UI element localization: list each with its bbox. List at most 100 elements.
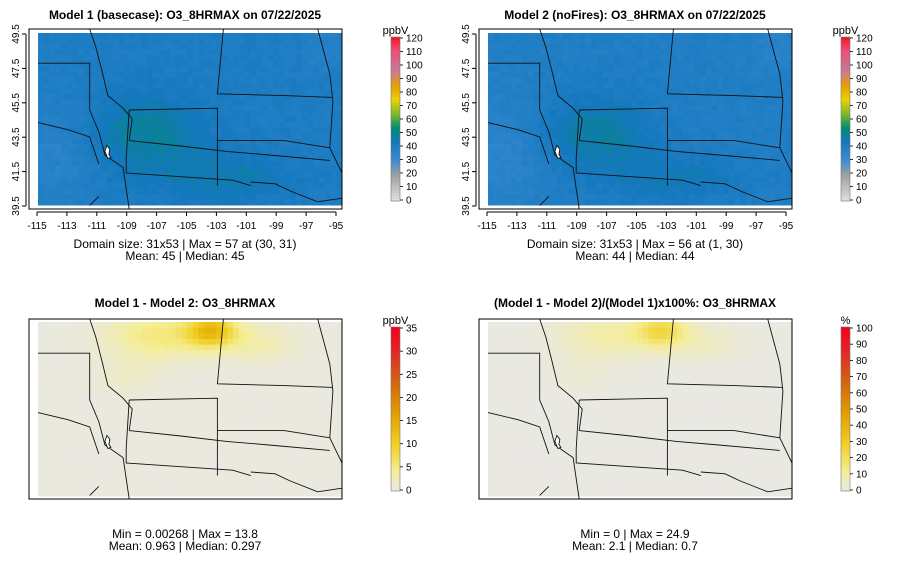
heatmap-cell xyxy=(533,116,541,123)
heatmap-cell xyxy=(101,445,108,452)
heatmap-cell xyxy=(101,199,108,206)
heatmap-cell xyxy=(746,160,753,167)
heatmap-cell xyxy=(238,355,245,362)
heatmap-cell xyxy=(488,116,495,123)
heatmap-cell xyxy=(158,467,165,474)
heatmap-cell xyxy=(78,121,85,128)
heatmap-cell xyxy=(278,361,286,368)
heatmap-cell xyxy=(204,44,211,51)
heatmap-cell xyxy=(49,355,56,362)
heatmap-cell xyxy=(493,193,500,200)
heatmap-cell xyxy=(711,99,718,106)
heatmap-cell xyxy=(43,149,50,156)
heatmap-cell xyxy=(556,44,563,51)
heatmap-cell xyxy=(528,132,535,139)
boundary-line xyxy=(779,147,792,174)
heatmap-cell xyxy=(301,149,308,156)
heatmap-cell xyxy=(118,60,125,67)
heatmap-cell xyxy=(72,462,79,469)
heatmap-cell xyxy=(728,38,736,45)
heatmap-cell xyxy=(66,322,73,329)
heatmap-cell xyxy=(181,417,188,424)
heatmap-cell xyxy=(124,33,131,39)
heatmap-cell xyxy=(728,55,736,62)
heatmap-cell xyxy=(505,49,512,56)
heatmap-cell xyxy=(55,411,62,418)
colorbar-swatch xyxy=(391,53,400,57)
heatmap-cell xyxy=(301,338,308,345)
heatmap-cell xyxy=(711,193,718,200)
heatmap-cell xyxy=(786,110,793,117)
heatmap-cell xyxy=(551,60,558,67)
heatmap-cell xyxy=(43,33,50,39)
y-tick-label: 45.5 xyxy=(461,93,472,113)
heatmap-cell xyxy=(568,33,575,39)
heatmap-cell xyxy=(488,38,495,45)
heatmap-cell xyxy=(330,55,337,62)
heatmap-cell xyxy=(637,149,644,156)
heatmap-cell xyxy=(528,160,535,167)
heatmap-cell xyxy=(723,127,730,134)
heatmap-cell xyxy=(677,77,684,84)
heatmap-cell xyxy=(95,88,102,95)
heatmap-cell xyxy=(723,77,730,84)
heatmap-cell xyxy=(694,110,701,117)
heatmap-cell xyxy=(181,105,188,112)
heatmap-cell xyxy=(284,71,291,78)
heatmap-cell xyxy=(72,193,79,200)
heatmap-cell xyxy=(296,66,303,73)
heatmap-cell xyxy=(574,188,581,195)
heatmap-cell xyxy=(740,193,747,200)
heatmap-cell xyxy=(562,44,569,51)
heatmap-cell xyxy=(261,394,268,401)
heatmap-cell xyxy=(769,105,776,112)
heatmap-cell xyxy=(614,44,621,51)
heatmap-cell xyxy=(273,182,280,189)
heatmap-cell xyxy=(740,127,747,134)
heatmap-cell xyxy=(204,327,211,334)
heatmap-cell xyxy=(488,88,495,95)
heatmap-cell xyxy=(562,177,569,184)
heatmap-cell xyxy=(89,338,96,345)
heatmap-cell xyxy=(734,182,741,189)
heatmap-cell xyxy=(124,38,131,45)
heatmap-cell xyxy=(757,82,764,89)
heatmap-cell xyxy=(324,417,331,424)
heatmap-cell xyxy=(705,188,713,195)
heatmap-cell xyxy=(78,132,85,139)
heatmap-cell xyxy=(290,105,297,112)
heatmap-cell xyxy=(83,49,91,56)
heatmap-cell xyxy=(129,350,136,357)
colorbar-swatch xyxy=(841,102,850,106)
heatmap-cell xyxy=(255,372,263,379)
heatmap-cell xyxy=(665,132,672,139)
heatmap-cell xyxy=(728,33,736,39)
heatmap-cell xyxy=(780,110,787,117)
heatmap-cell xyxy=(614,143,621,150)
heatmap-cell xyxy=(688,60,695,67)
heatmap-cell xyxy=(255,143,263,150)
heatmap-cell xyxy=(556,149,563,156)
heatmap-cell xyxy=(273,33,280,39)
heatmap-cell xyxy=(221,394,228,401)
heatmap-cell xyxy=(307,33,314,39)
heatmap-cell xyxy=(284,199,291,206)
heatmap-cell xyxy=(124,456,131,463)
heatmap-cell xyxy=(227,132,234,139)
heatmap-cell xyxy=(717,127,724,134)
heatmap-cell xyxy=(233,177,240,184)
heatmap-cell xyxy=(740,38,747,45)
heatmap-cell xyxy=(694,188,701,195)
heatmap-cell xyxy=(198,411,205,418)
heatmap-cell xyxy=(654,188,661,195)
heatmap-cell xyxy=(152,193,159,200)
heatmap-cell xyxy=(602,60,609,67)
heatmap-cell xyxy=(700,138,707,145)
heatmap-cell xyxy=(112,199,119,206)
heatmap-cell xyxy=(330,71,337,78)
heatmap-cell xyxy=(307,177,314,184)
heatmap-cell xyxy=(112,406,119,413)
heatmap-cell xyxy=(596,44,604,51)
heatmap-cell xyxy=(261,361,268,368)
heatmap-cell xyxy=(83,462,91,469)
